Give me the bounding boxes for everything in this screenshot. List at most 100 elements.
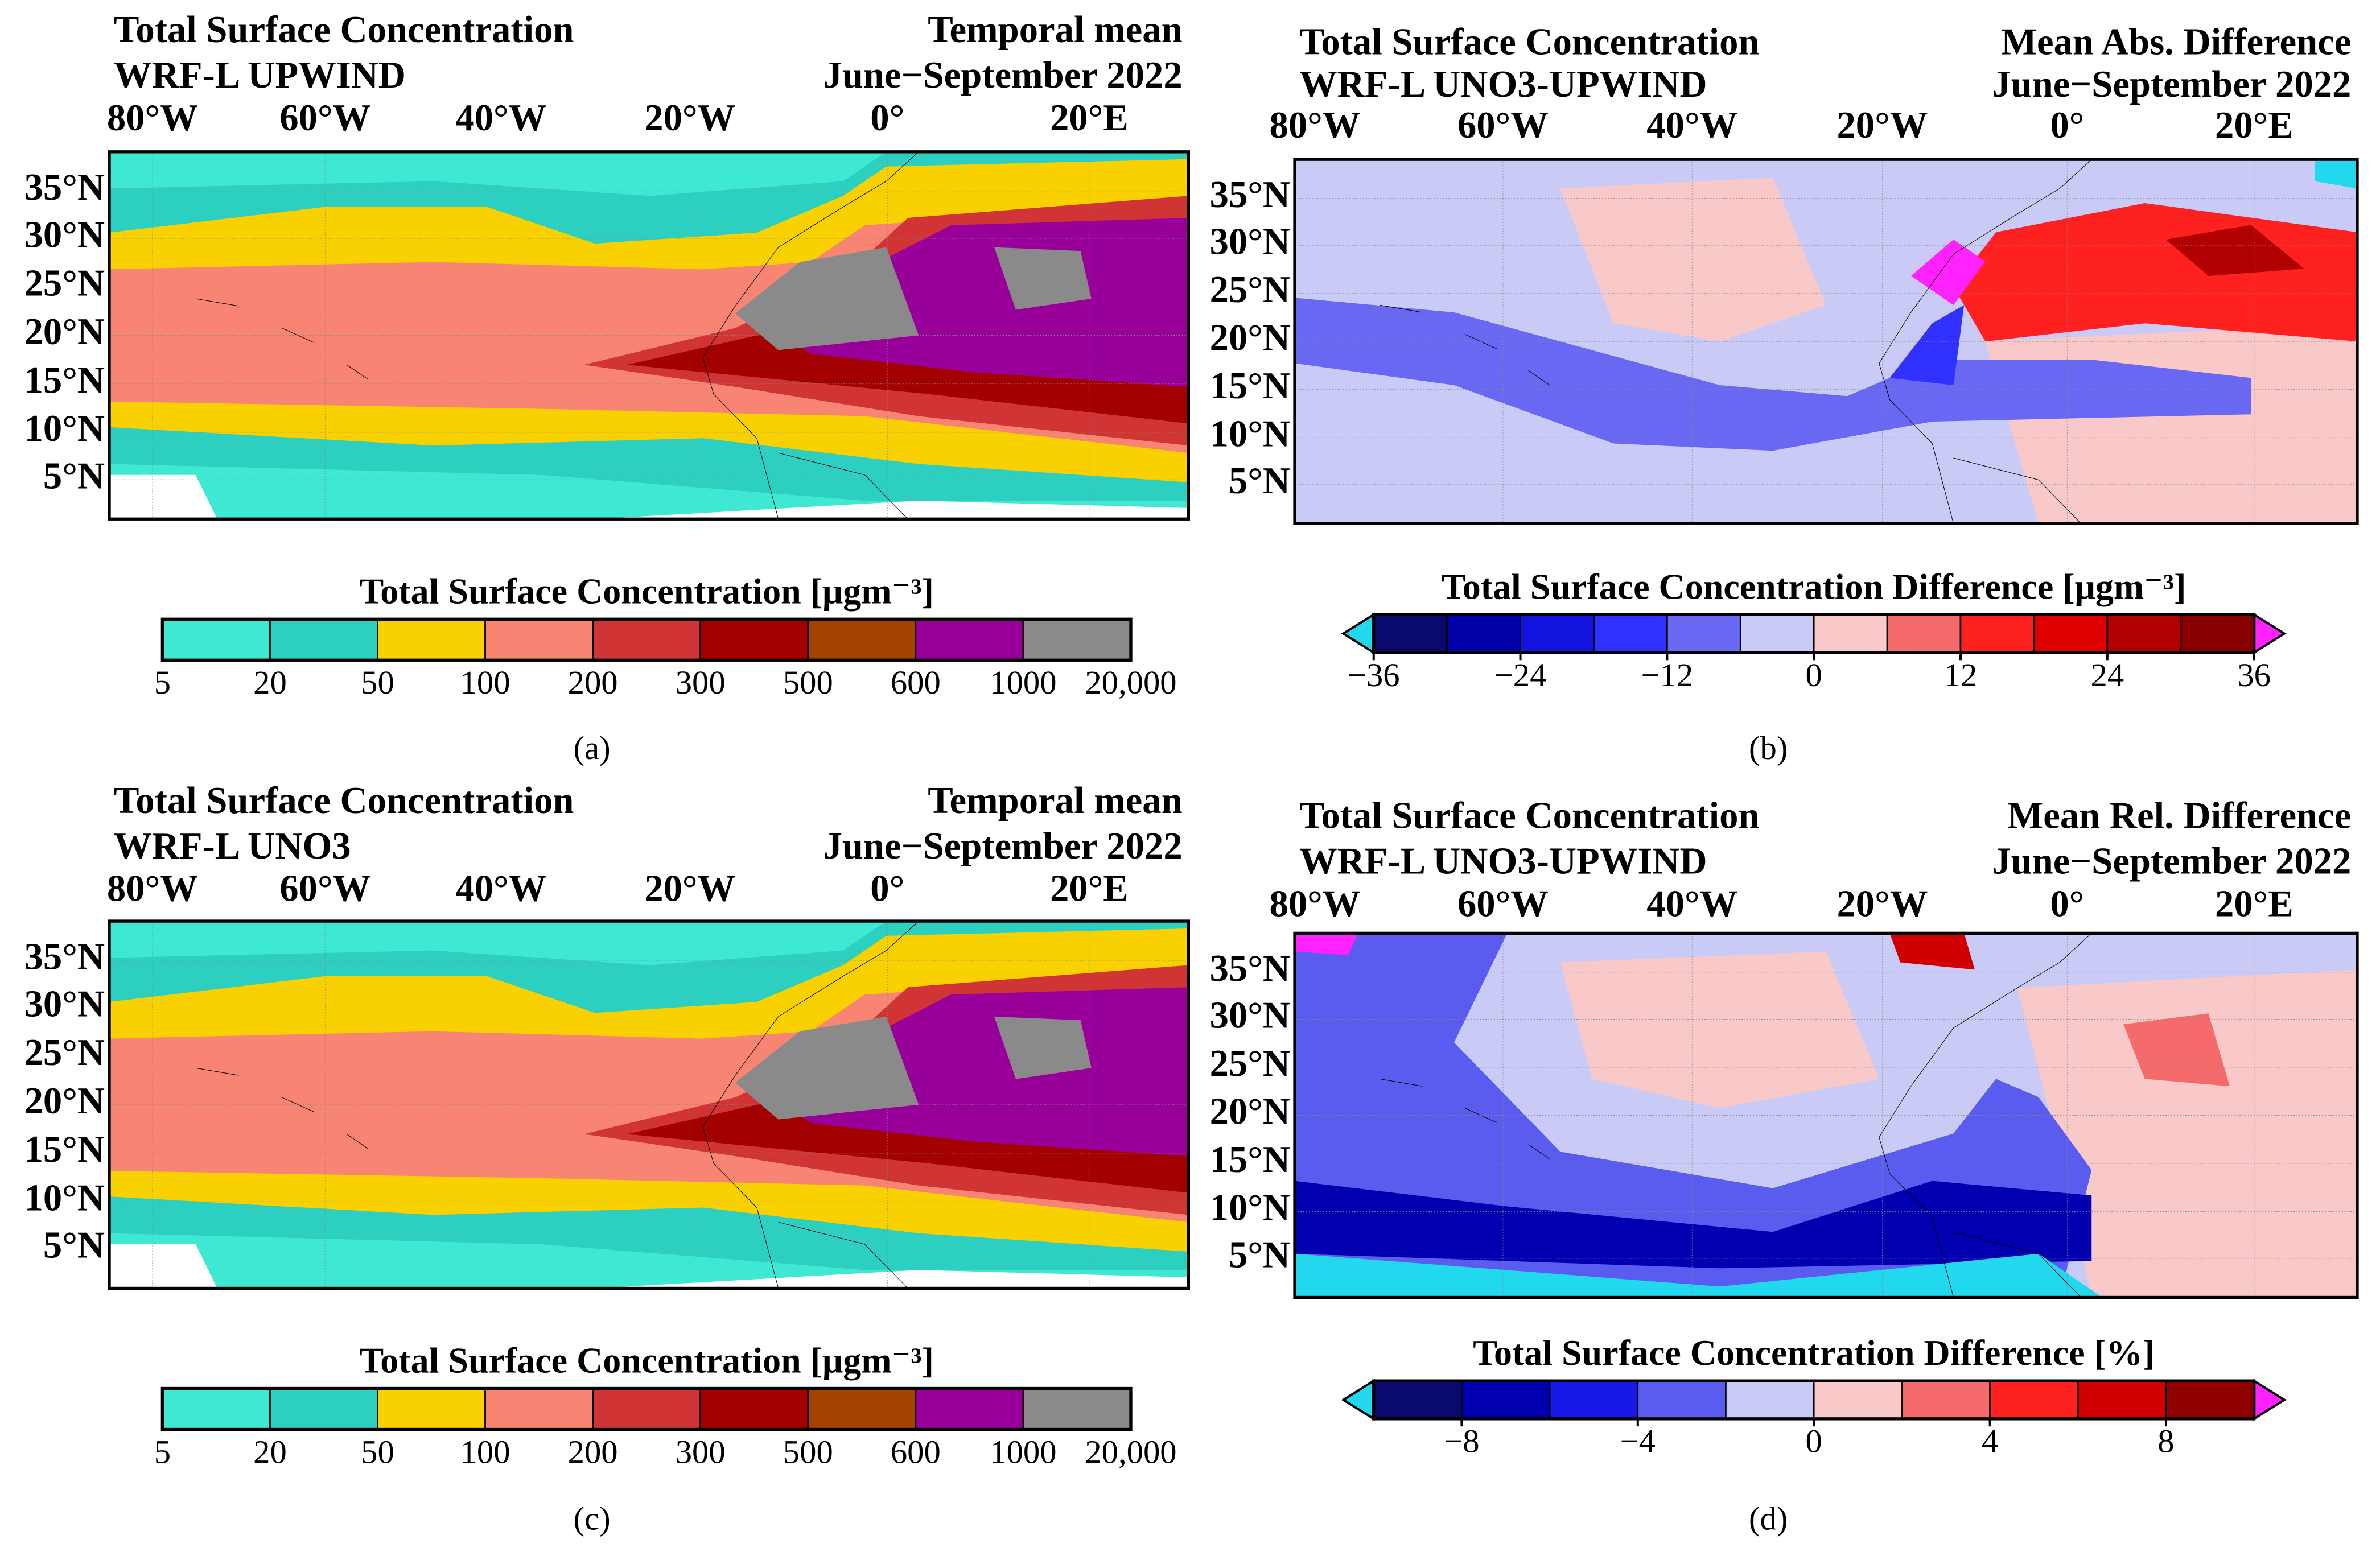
lat-label: 10°N [24,408,105,449]
colorbar-swatch [1959,613,2035,654]
colorbar-tick-label: 0 [1806,657,1822,694]
colorbar-title: Total Surface Concentration [μgm⁻³] [359,571,933,611]
colorbar-tick-label: 600 [891,1433,941,1470]
colorbar-tick-label: 20 [253,664,287,701]
map-region [1889,933,1975,970]
lat-label: 25°N [24,1032,105,1074]
colorbar-frame [160,617,1133,662]
colorbar-swatch [1637,1380,1727,1420]
lon-label: 20°W [644,868,735,910]
map-region [1910,239,1986,306]
map [1295,933,2357,1298]
title-right: Temporal mean [928,9,1182,51]
colorbar-swatch [1813,613,1888,654]
colorbar-swatch [592,618,702,661]
map-region [2123,1013,2230,1087]
colorbar-swatch [1446,613,1521,654]
map [109,921,1189,1289]
colorbar-tick-label: 24 [2090,657,2124,694]
lon-label: 60°W [1457,883,1549,925]
colorbar-swatch [1520,613,1595,654]
title-right: June−September 2022 [823,826,1183,867]
colorbar-tick-label: −24 [1494,657,1547,694]
colorbar-tick-label: 500 [783,1433,833,1470]
colorbar-swatch [807,1388,917,1430]
colorbar-swatch [1022,618,1132,661]
colorbar-swatch [484,1388,594,1430]
colorbar-tick-label: 50 [361,664,394,701]
colorbar-tick-label: 0 [1806,1423,1822,1460]
lat-label: 30°N [1210,995,1290,1037]
title-left: WRF-L UPWIND [114,55,406,96]
lat-label: 20°N [1210,317,1290,359]
colorbar-swatch [1725,1380,1815,1420]
colorbar-extend-low [1341,1379,1375,1421]
colorbar-title: Total Surface Concentration [μgm⁻³] [359,1340,933,1381]
lat-label: 10°N [1210,413,1290,455]
lat-label: 20°N [1210,1091,1290,1133]
colorbar-swatch [2077,1380,2167,1420]
colorbar-swatch [162,618,271,661]
colorbar-tick-label: 5 [154,664,171,701]
map-region [1295,1253,2102,1298]
lon-label: 80°W [107,868,198,910]
colorbar-tick-label: 50 [361,1433,394,1470]
lat-label: 5°N [1229,460,1290,502]
lat-label: 25°N [1210,1043,1290,1084]
colorbar-swatch [1549,1380,1639,1420]
map-region [2165,225,2304,276]
colorbar-frame [160,1386,1133,1431]
colorbar-swatch [1461,1380,1551,1420]
panel-label: (a) [574,729,611,766]
colorbar-swatch [807,618,917,661]
lon-label: 20°W [1837,105,1928,146]
colorbar-swatch [2165,1380,2255,1420]
map-region [2017,969,2357,1298]
map-frame [108,919,1190,1290]
lon-label: 20°E [1050,97,1129,139]
lat-label: 35°N [1210,948,1290,989]
colorbar-tick-label: 300 [676,664,726,701]
lon-label: 40°W [1646,883,1737,925]
colorbar-swatch [269,618,378,661]
coastline [1380,933,2091,1297]
lon-label: 80°W [1270,883,1361,925]
colorbar-tick-label: 4 [1982,1423,1998,1460]
panel-label: (d) [1749,1500,1788,1537]
lon-label: 60°W [1457,105,1549,146]
colorbar-tick-label: 20,000 [1085,1433,1176,1470]
colorbar-tick-label: 100 [460,664,510,701]
colorbar-tick-label: 5 [154,1433,171,1470]
lon-label: 20°W [644,97,735,139]
map-region [1985,323,2357,524]
colorbar-swatch [484,618,594,661]
colorbar-tick-label: 20,000 [1085,664,1176,701]
colorbar-swatch [1373,613,1448,654]
colorbar-swatch [1022,1388,1132,1430]
lat-label: 35°N [24,936,105,977]
title-right: Mean Abs. Difference [2001,21,2351,63]
lat-label: 5°N [1229,1234,1290,1276]
lat-label: 15°N [24,360,105,401]
colorbar-swatch [1813,1380,1903,1420]
lat-label: 30°N [1210,221,1290,263]
colorbar-tick-label: 300 [676,1433,726,1470]
colorbar-frame [1372,613,2256,654]
colorbar-tick-label: 200 [568,1433,618,1470]
colorbar-swatch [699,1388,809,1430]
colorbar-swatch [915,1388,1024,1430]
map-region [1560,951,1879,1108]
map-frame [1293,931,2359,1299]
lat-label: 15°N [1210,365,1290,407]
lon-label: 40°W [1646,105,1737,146]
title-left: Total Surface Concentration [114,9,574,51]
map-region [1889,305,1965,386]
lat-label: 25°N [1210,269,1290,311]
lon-label: 20°E [2215,883,2293,925]
colorbar-tick-label: −4 [1620,1423,1656,1460]
colorbar-swatch [699,618,809,661]
map-region [994,247,1092,310]
colorbar-tick-label: 100 [460,1433,510,1470]
title-right: June−September 2022 [1992,64,2351,105]
lat-label: 5°N [43,455,105,497]
